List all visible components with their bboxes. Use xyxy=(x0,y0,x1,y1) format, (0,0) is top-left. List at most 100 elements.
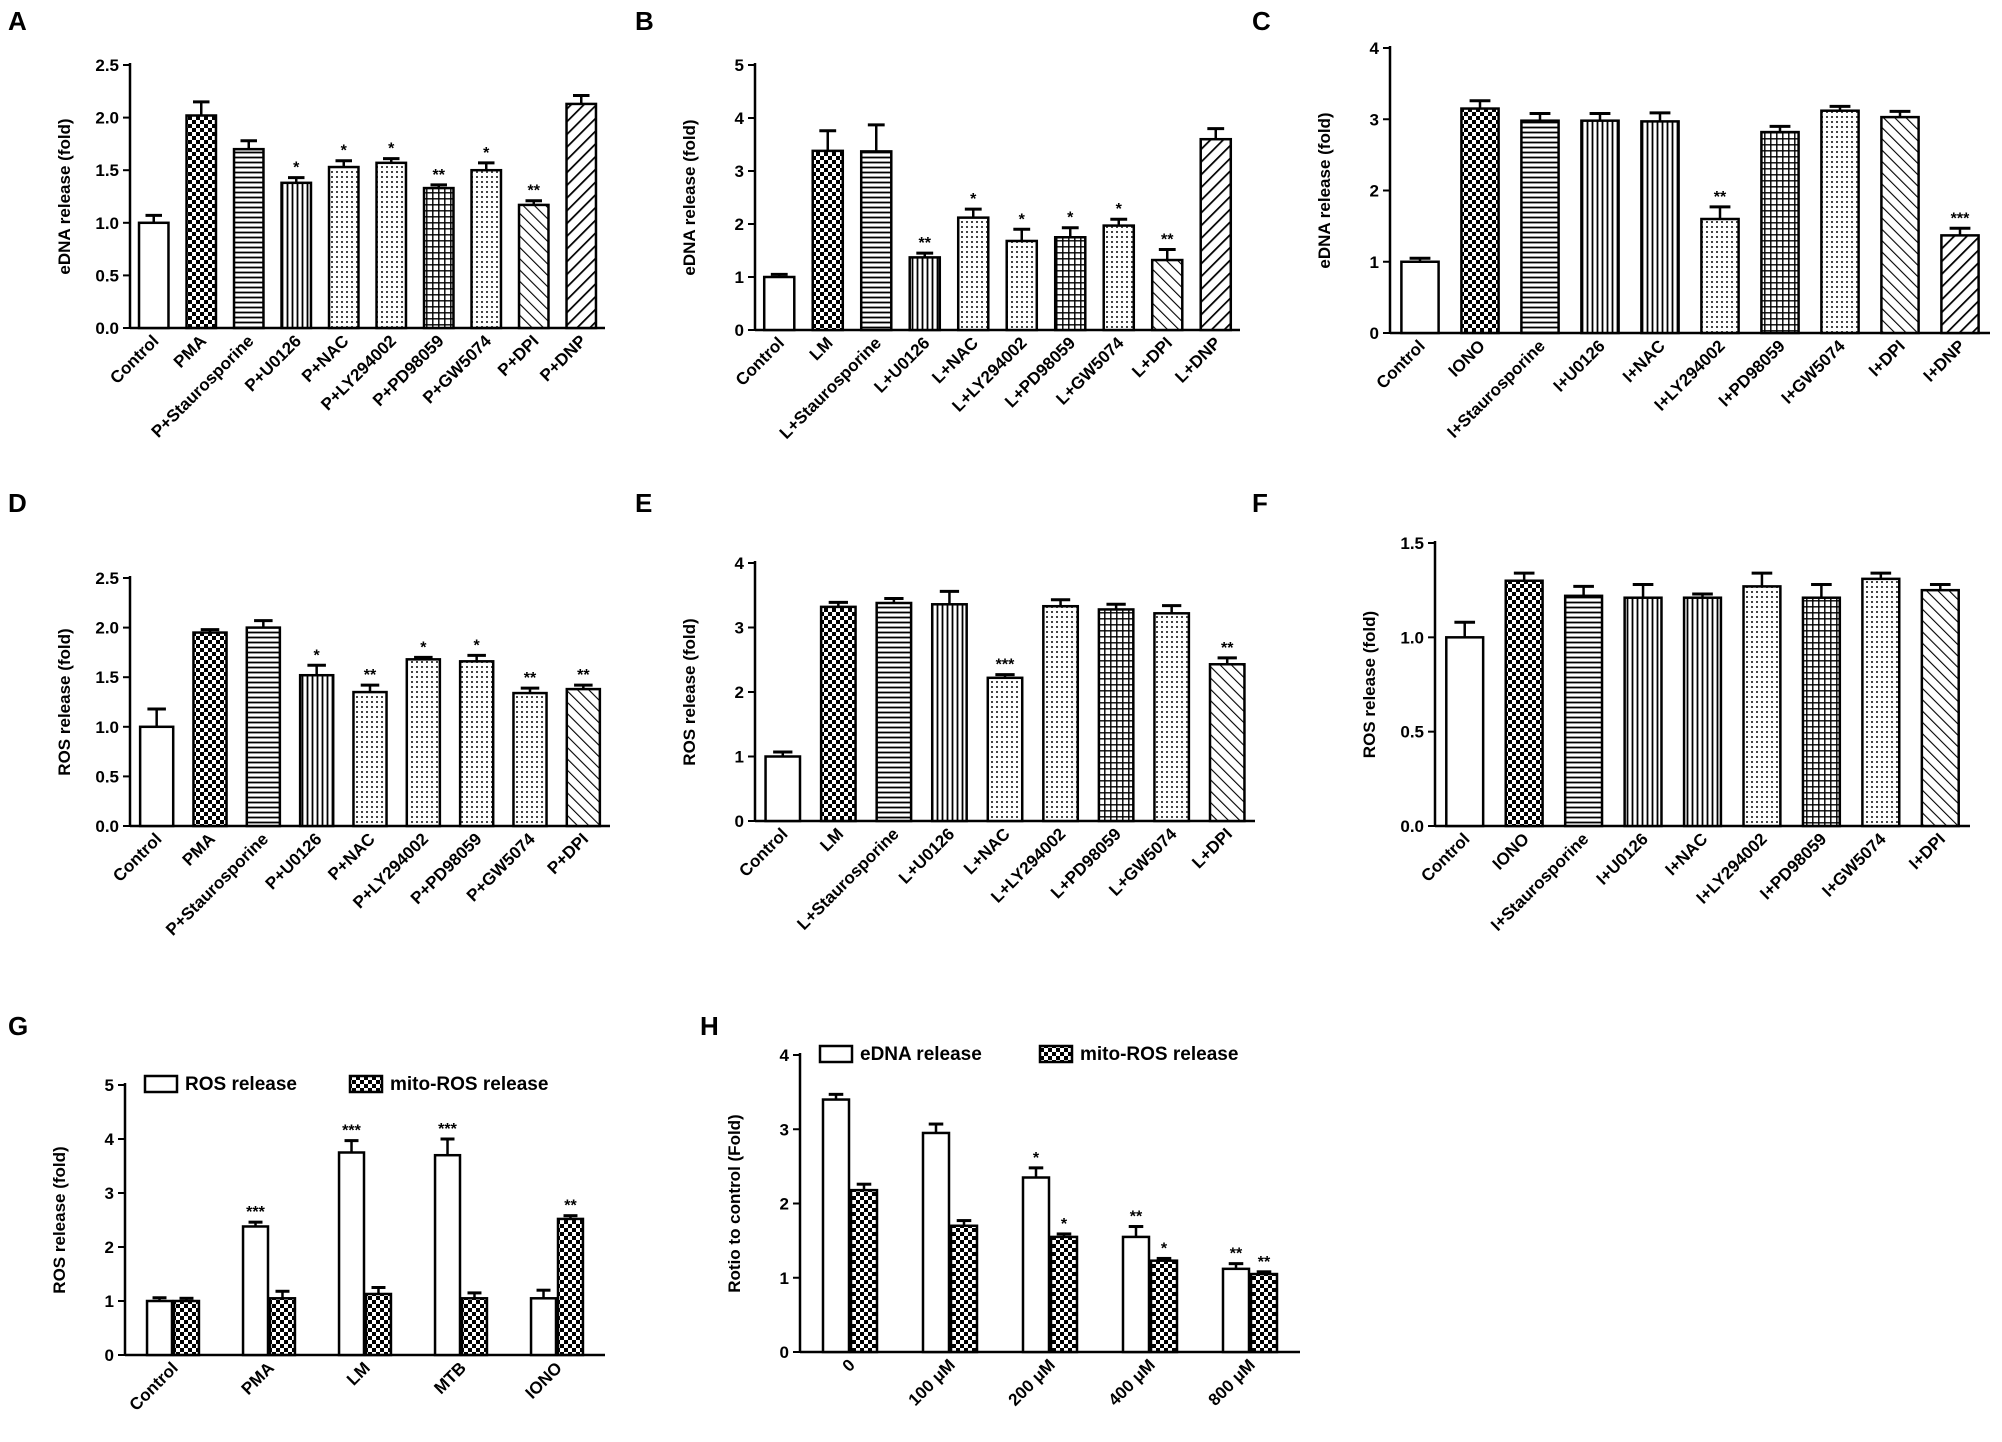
legend-label: ROS release xyxy=(185,1074,297,1095)
panel-label: C xyxy=(1252,6,1271,36)
y-tick-label: 4 xyxy=(105,1130,115,1149)
y-tick-label: 1.0 xyxy=(95,214,119,233)
significance-label: * xyxy=(970,191,977,208)
significance-label: * xyxy=(314,647,321,664)
bar xyxy=(232,147,265,330)
bar xyxy=(859,150,893,332)
y-tick-label: 1 xyxy=(735,268,744,287)
y-tick-label: 1.5 xyxy=(95,161,119,180)
significance-label: *** xyxy=(342,1123,361,1140)
bar xyxy=(138,725,175,828)
y-tick-label: 2 xyxy=(105,1238,114,1257)
significance-label: * xyxy=(1033,1150,1040,1167)
bar xyxy=(460,1297,489,1357)
bar xyxy=(849,1188,879,1354)
y-tick-label: 2.0 xyxy=(95,619,119,638)
bar xyxy=(1760,130,1800,335)
bar xyxy=(364,1292,393,1357)
panel-label: B xyxy=(635,6,654,36)
legend-swatch xyxy=(818,1044,854,1064)
x-tick-label: I+U0126 xyxy=(1550,336,1609,395)
bar xyxy=(145,1299,174,1357)
y-tick-label: 0.5 xyxy=(95,767,119,786)
x-tick-label: Control xyxy=(109,829,165,885)
bar xyxy=(529,1297,558,1357)
x-tick-label: L+DPI xyxy=(1188,824,1236,872)
y-axis-label: Rotio to control (Fold) xyxy=(725,1114,744,1292)
panel-label: F xyxy=(1252,488,1268,518)
y-tick-label: 4 xyxy=(735,554,745,573)
x-tick-label: I+NAC xyxy=(1619,336,1669,386)
bar xyxy=(1042,604,1080,823)
bar xyxy=(192,631,228,828)
x-tick-label: IONO xyxy=(522,1358,566,1402)
panel-label: A xyxy=(8,6,27,36)
significance-label: ** xyxy=(1230,1246,1243,1263)
bar xyxy=(921,1131,951,1354)
bar xyxy=(1150,258,1184,332)
legend-label: eDNA release xyxy=(860,1044,982,1065)
y-axis-label: eDNA release (fold) xyxy=(680,119,699,275)
x-tick-label: PMA xyxy=(170,331,210,371)
y-tick-label: 0 xyxy=(735,812,744,831)
bar xyxy=(1460,107,1500,335)
y-tick-label: 2 xyxy=(735,683,744,702)
bar xyxy=(1640,120,1680,335)
bar xyxy=(268,1297,297,1357)
significance-label: ** xyxy=(1258,1254,1271,1271)
bar xyxy=(352,690,388,828)
y-tick-label: 0 xyxy=(780,1343,789,1362)
y-tick-label: 1.0 xyxy=(1400,628,1424,647)
x-tick-label: P+DNP xyxy=(536,331,590,385)
x-tick-label: I+GW5074 xyxy=(1818,829,1890,901)
bar xyxy=(1563,594,1604,828)
bar xyxy=(1049,1235,1079,1354)
significance-label: * xyxy=(483,145,490,162)
bar xyxy=(1102,224,1136,332)
significance-label: * xyxy=(1067,210,1074,227)
bar xyxy=(1623,596,1663,828)
y-tick-label: 0.5 xyxy=(95,266,119,285)
significance-label: ** xyxy=(1130,1209,1143,1226)
x-tick-label: 200 μM xyxy=(1005,1355,1059,1409)
x-tick-label: IONO xyxy=(1445,336,1489,380)
x-tick-label: I+DPI xyxy=(1905,829,1949,873)
x-tick-label: Control xyxy=(106,331,162,387)
panel-label: E xyxy=(635,488,652,518)
y-axis-label: eDNA release (fold) xyxy=(1315,112,1334,268)
x-tick-label: I+GW5074 xyxy=(1778,336,1850,408)
x-tick-label: P+NAC xyxy=(324,829,379,884)
y-tick-label: 1 xyxy=(780,1269,789,1288)
x-tick-label: P+DPI xyxy=(544,829,593,878)
y-axis-label: eDNA release (fold) xyxy=(55,118,74,274)
x-tick-label: Control xyxy=(732,333,788,389)
bar xyxy=(930,603,968,823)
bar xyxy=(565,687,602,828)
bar xyxy=(280,181,313,330)
x-tick-label: Control xyxy=(1373,336,1429,392)
significance-label: ** xyxy=(564,1198,577,1215)
bar xyxy=(405,658,442,828)
bar xyxy=(1801,596,1842,828)
x-tick-label: L+U0126 xyxy=(895,824,958,887)
y-tick-label: 2.5 xyxy=(95,569,119,588)
y-tick-label: 0 xyxy=(1370,324,1379,343)
significance-label: *** xyxy=(438,1121,457,1138)
bar xyxy=(1700,217,1740,335)
y-tick-label: 4 xyxy=(780,1046,790,1065)
bar xyxy=(1504,579,1544,828)
x-tick-label: LM xyxy=(806,333,837,364)
bar xyxy=(1121,1235,1151,1354)
bar xyxy=(172,1299,201,1357)
bar xyxy=(908,256,942,332)
x-tick-label: I+DPI xyxy=(1865,336,1909,380)
bar xyxy=(470,168,503,330)
legend-swatch xyxy=(1038,1044,1074,1064)
y-tick-label: 2 xyxy=(1370,182,1379,201)
bar xyxy=(245,626,282,828)
significance-label: * xyxy=(293,160,300,177)
